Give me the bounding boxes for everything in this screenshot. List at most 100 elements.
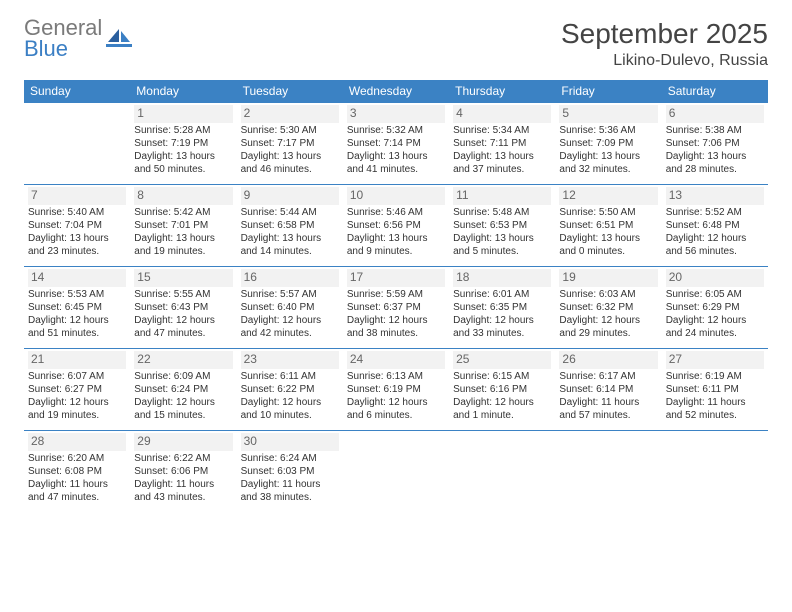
- calendar-day-cell: 2Sunrise: 5:30 AMSunset: 7:17 PMDaylight…: [237, 103, 343, 185]
- day-number: 3: [347, 105, 445, 123]
- sunset-text: Sunset: 6:45 PM: [28, 301, 126, 314]
- daylight-text: Daylight: 11 hours and 52 minutes.: [666, 396, 764, 422]
- sunset-text: Sunset: 6:03 PM: [241, 465, 339, 478]
- calendar-day-cell: 7Sunrise: 5:40 AMSunset: 7:04 PMDaylight…: [24, 185, 130, 267]
- calendar-day-cell: 20Sunrise: 6:05 AMSunset: 6:29 PMDayligh…: [662, 267, 768, 349]
- calendar-day-cell: 30Sunrise: 6:24 AMSunset: 6:03 PMDayligh…: [237, 431, 343, 513]
- sunrise-text: Sunrise: 6:22 AM: [134, 452, 232, 465]
- day-number: 11: [453, 187, 551, 205]
- weekday-header: Monday: [130, 80, 236, 103]
- daylight-text: Daylight: 11 hours and 57 minutes.: [559, 396, 657, 422]
- sunset-text: Sunset: 6:32 PM: [559, 301, 657, 314]
- location-text: Likino-Dulevo, Russia: [561, 52, 768, 70]
- daylight-text: Daylight: 12 hours and 15 minutes.: [134, 396, 232, 422]
- daylight-text: Daylight: 11 hours and 38 minutes.: [241, 478, 339, 504]
- daylight-text: Daylight: 13 hours and 41 minutes.: [347, 150, 445, 176]
- daylight-text: Daylight: 12 hours and 51 minutes.: [28, 314, 126, 340]
- calendar-day-cell: [343, 431, 449, 513]
- sunrise-text: Sunrise: 5:42 AM: [134, 206, 232, 219]
- sunset-text: Sunset: 6:48 PM: [666, 219, 764, 232]
- calendar-day-cell: 3Sunrise: 5:32 AMSunset: 7:14 PMDaylight…: [343, 103, 449, 185]
- sunset-text: Sunset: 6:43 PM: [134, 301, 232, 314]
- sunset-text: Sunset: 6:06 PM: [134, 465, 232, 478]
- day-number: 13: [666, 187, 764, 205]
- daylight-text: Daylight: 12 hours and 38 minutes.: [347, 314, 445, 340]
- brand-line2: Blue: [24, 36, 68, 61]
- calendar-day-cell: [24, 103, 130, 185]
- sunrise-text: Sunrise: 5:40 AM: [28, 206, 126, 219]
- sunset-text: Sunset: 6:37 PM: [347, 301, 445, 314]
- day-number: 9: [241, 187, 339, 205]
- daylight-text: Daylight: 12 hours and 56 minutes.: [666, 232, 764, 258]
- sunrise-text: Sunrise: 6:15 AM: [453, 370, 551, 383]
- calendar-day-cell: 8Sunrise: 5:42 AMSunset: 7:01 PMDaylight…: [130, 185, 236, 267]
- calendar-day-cell: 1Sunrise: 5:28 AMSunset: 7:19 PMDaylight…: [130, 103, 236, 185]
- daylight-text: Daylight: 13 hours and 19 minutes.: [134, 232, 232, 258]
- calendar-day-cell: 21Sunrise: 6:07 AMSunset: 6:27 PMDayligh…: [24, 349, 130, 431]
- day-number: 5: [559, 105, 657, 123]
- sunset-text: Sunset: 6:27 PM: [28, 383, 126, 396]
- day-number: 27: [666, 351, 764, 369]
- sunrise-text: Sunrise: 6:17 AM: [559, 370, 657, 383]
- calendar-day-cell: 25Sunrise: 6:15 AMSunset: 6:16 PMDayligh…: [449, 349, 555, 431]
- sunrise-text: Sunrise: 5:55 AM: [134, 288, 232, 301]
- daylight-text: Daylight: 11 hours and 43 minutes.: [134, 478, 232, 504]
- calendar-day-cell: 5Sunrise: 5:36 AMSunset: 7:09 PMDaylight…: [555, 103, 661, 185]
- sunrise-text: Sunrise: 6:09 AM: [134, 370, 232, 383]
- calendar-day-cell: 10Sunrise: 5:46 AMSunset: 6:56 PMDayligh…: [343, 185, 449, 267]
- calendar-day-cell: 12Sunrise: 5:50 AMSunset: 6:51 PMDayligh…: [555, 185, 661, 267]
- sunrise-text: Sunrise: 5:53 AM: [28, 288, 126, 301]
- day-number: 23: [241, 351, 339, 369]
- day-number: 17: [347, 269, 445, 287]
- calendar-week-row: 21Sunrise: 6:07 AMSunset: 6:27 PMDayligh…: [24, 349, 768, 431]
- sunrise-text: Sunrise: 5:38 AM: [666, 124, 764, 137]
- day-number: 22: [134, 351, 232, 369]
- sunset-text: Sunset: 6:29 PM: [666, 301, 764, 314]
- calendar-day-cell: 23Sunrise: 6:11 AMSunset: 6:22 PMDayligh…: [237, 349, 343, 431]
- calendar-body: 1Sunrise: 5:28 AMSunset: 7:19 PMDaylight…: [24, 103, 768, 513]
- sunrise-text: Sunrise: 5:50 AM: [559, 206, 657, 219]
- calendar-day-cell: 22Sunrise: 6:09 AMSunset: 6:24 PMDayligh…: [130, 349, 236, 431]
- sunset-text: Sunset: 6:11 PM: [666, 383, 764, 396]
- daylight-text: Daylight: 13 hours and 5 minutes.: [453, 232, 551, 258]
- sunset-text: Sunset: 7:17 PM: [241, 137, 339, 150]
- day-number: 4: [453, 105, 551, 123]
- sunset-text: Sunset: 7:14 PM: [347, 137, 445, 150]
- daylight-text: Daylight: 12 hours and 19 minutes.: [28, 396, 126, 422]
- calendar-week-row: 7Sunrise: 5:40 AMSunset: 7:04 PMDaylight…: [24, 185, 768, 267]
- calendar-day-cell: [662, 431, 768, 513]
- daylight-text: Daylight: 12 hours and 47 minutes.: [134, 314, 232, 340]
- sunset-text: Sunset: 7:01 PM: [134, 219, 232, 232]
- calendar-day-cell: 4Sunrise: 5:34 AMSunset: 7:11 PMDaylight…: [449, 103, 555, 185]
- day-number: 7: [28, 187, 126, 205]
- sunrise-text: Sunrise: 6:24 AM: [241, 452, 339, 465]
- day-number: 19: [559, 269, 657, 287]
- brand-text: General Blue: [24, 18, 102, 60]
- calendar-day-cell: 26Sunrise: 6:17 AMSunset: 6:14 PMDayligh…: [555, 349, 661, 431]
- calendar-day-cell: 11Sunrise: 5:48 AMSunset: 6:53 PMDayligh…: [449, 185, 555, 267]
- month-title: September 2025: [561, 18, 768, 50]
- daylight-text: Daylight: 13 hours and 28 minutes.: [666, 150, 764, 176]
- sunrise-text: Sunrise: 6:13 AM: [347, 370, 445, 383]
- daylight-text: Daylight: 12 hours and 42 minutes.: [241, 314, 339, 340]
- daylight-text: Daylight: 12 hours and 29 minutes.: [559, 314, 657, 340]
- day-number: 18: [453, 269, 551, 287]
- sunset-text: Sunset: 6:22 PM: [241, 383, 339, 396]
- sunrise-text: Sunrise: 6:20 AM: [28, 452, 126, 465]
- daylight-text: Daylight: 12 hours and 33 minutes.: [453, 314, 551, 340]
- sunset-text: Sunset: 6:35 PM: [453, 301, 551, 314]
- sunrise-text: Sunrise: 6:07 AM: [28, 370, 126, 383]
- day-number: 2: [241, 105, 339, 123]
- calendar-week-row: 1Sunrise: 5:28 AMSunset: 7:19 PMDaylight…: [24, 103, 768, 185]
- sunset-text: Sunset: 6:24 PM: [134, 383, 232, 396]
- sunset-text: Sunset: 7:11 PM: [453, 137, 551, 150]
- calendar-day-cell: 24Sunrise: 6:13 AMSunset: 6:19 PMDayligh…: [343, 349, 449, 431]
- weekday-header: Friday: [555, 80, 661, 103]
- day-number: 1: [134, 105, 232, 123]
- sunset-text: Sunset: 6:14 PM: [559, 383, 657, 396]
- daylight-text: Daylight: 13 hours and 46 minutes.: [241, 150, 339, 176]
- sunset-text: Sunset: 6:53 PM: [453, 219, 551, 232]
- sunrise-text: Sunrise: 5:32 AM: [347, 124, 445, 137]
- calendar-day-cell: 9Sunrise: 5:44 AMSunset: 6:58 PMDaylight…: [237, 185, 343, 267]
- calendar-day-cell: [449, 431, 555, 513]
